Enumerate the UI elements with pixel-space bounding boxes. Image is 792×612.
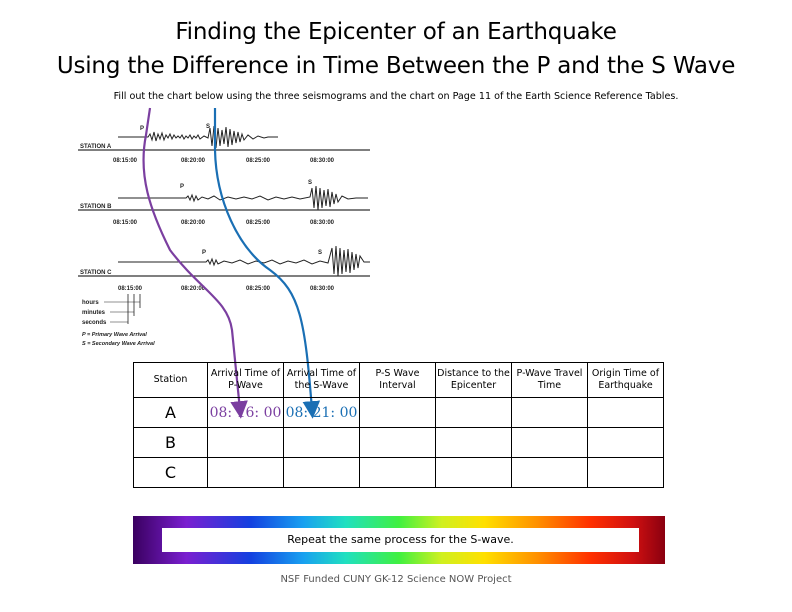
station-b-label: STATION B — [80, 204, 112, 210]
distance-cell[interactable] — [435, 457, 512, 488]
travel-time-cell[interactable] — [511, 397, 588, 428]
p-arrival-cell[interactable]: 08: 16: 00 — [207, 397, 284, 428]
origin-time-cell[interactable] — [587, 457, 664, 488]
s-arrival-cell[interactable]: 08: 21: 00 — [283, 397, 360, 428]
station-c-label: STATION C — [80, 270, 112, 276]
origin-time-cell[interactable] — [587, 427, 664, 458]
distance-cell[interactable] — [435, 397, 512, 428]
legend-seconds: seconds — [82, 320, 107, 326]
time-label-a-3: 08:25:00 — [246, 158, 271, 164]
p-marker-b: P — [180, 184, 184, 190]
time-label-a-4: 08:30:00 — [310, 158, 335, 164]
travel-time-cell[interactable] — [511, 457, 588, 488]
s-arrival-cell[interactable] — [283, 457, 360, 488]
p-marker-c: P — [202, 250, 206, 256]
trace-c — [118, 245, 370, 277]
time-label-a-2: 08:20:00 — [181, 158, 206, 164]
distance-cell[interactable] — [435, 427, 512, 458]
station-cell: B — [133, 427, 208, 458]
legend-hours: hours — [82, 300, 99, 306]
title-line-1: Finding the Epicenter of an Earthquake — [175, 19, 617, 45]
p-arrival-cell[interactable] — [207, 457, 284, 488]
instructions-text: Fill out the chart below using the three… — [113, 91, 679, 102]
table-header-row: Station Arrival Time of P-Wave Arrival T… — [133, 362, 664, 398]
s-marker-b: S — [308, 180, 312, 186]
time-label-b-4: 08:30:00 — [310, 220, 335, 226]
table-row: C — [133, 457, 664, 488]
s-arrival-cell[interactable] — [283, 427, 360, 458]
header-p-arrival: Arrival Time of P-Wave — [207, 362, 284, 398]
time-label-c-4: 08:30:00 — [310, 286, 335, 292]
s-marker-c: S — [318, 250, 322, 256]
legend-s-wave: S = Secondary Wave Arrival — [82, 341, 155, 347]
ps-interval-cell[interactable] — [359, 457, 436, 488]
travel-time-cell[interactable] — [511, 427, 588, 458]
header-distance: Distance to the Epicenter — [435, 362, 512, 398]
ps-interval-cell[interactable] — [359, 397, 436, 428]
time-label-c-1: 08:15:00 — [118, 286, 143, 292]
title-line-2: Using the Difference in Time Between the… — [56, 53, 736, 79]
time-label-a-1: 08:15:00 — [113, 158, 138, 164]
header-travel-time: P-Wave Travel Time — [511, 362, 588, 398]
time-label-b-3: 08:25:00 — [246, 220, 271, 226]
legend-p-wave: P = Primary Wave Arrival — [82, 332, 147, 338]
header-s-arrival: Arrival Time of the S-Wave — [283, 362, 360, 398]
ps-interval-cell[interactable] — [359, 427, 436, 458]
header-origin-time: Origin Time of Earthquake — [587, 362, 664, 398]
time-label-c-2: 08:20:00 — [181, 286, 206, 292]
station-cell: A — [133, 397, 208, 428]
station-a-label: STATION A — [80, 144, 112, 150]
time-label-c-3: 08:25:00 — [246, 286, 271, 292]
header-ps-interval: P-S Wave Interval — [359, 362, 436, 398]
table-row: A 08: 16: 00 08: 21: 00 — [133, 397, 664, 428]
p-arrival-cell[interactable] — [207, 427, 284, 458]
legend-minutes: minutes — [82, 310, 106, 316]
time-label-b-2: 08:20:00 — [181, 220, 206, 226]
repeat-instruction-text: Repeat the same process for the S-wave. — [162, 528, 639, 552]
origin-time-cell[interactable] — [587, 397, 664, 428]
footer-credit: NSF Funded CUNY GK-12 Science NOW Projec… — [280, 574, 512, 585]
trace-b — [118, 185, 368, 211]
epicenter-data-table: Station Arrival Time of P-Wave Arrival T… — [133, 362, 664, 488]
seismogram-figure: STATION A 08:15:00 08:20:00 08:25:00 08:… — [78, 124, 370, 347]
header-station: Station — [133, 362, 208, 398]
p-marker-a: P — [140, 126, 144, 132]
station-cell: C — [133, 457, 208, 488]
table-row: B — [133, 427, 664, 458]
time-label-b-1: 08:15:00 — [113, 220, 138, 226]
